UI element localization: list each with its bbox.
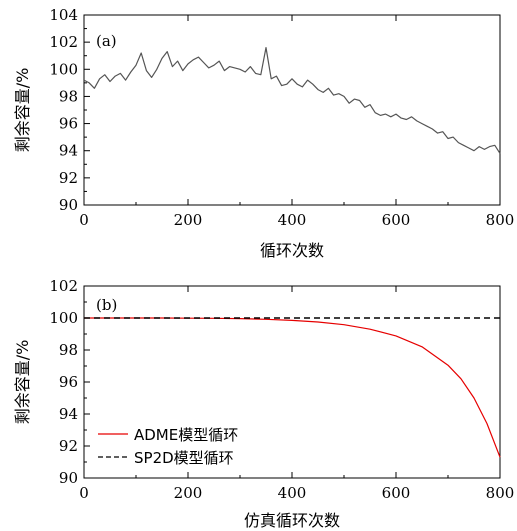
chart-panel-b: 0 200 400 600 800 90 92 94 96 98 100 102 (b) 仿真循环次数… [13, 277, 514, 530]
y-axis-label: 剩余容量/% [13, 68, 32, 153]
y-tick-label: 90 [59, 469, 78, 487]
y-tick-label: 94 [59, 405, 78, 423]
series-line-1 [84, 317, 501, 458]
plot-frame [83, 14, 501, 206]
x-tick-label: 600 [382, 484, 411, 502]
y-tick-label: 90 [59, 196, 78, 214]
panel-label: (b) [96, 296, 117, 314]
series-group [84, 317, 501, 458]
y-tick-label: 94 [59, 142, 78, 160]
x-tick-label: 0 [79, 211, 89, 229]
axis-ticks: 0 200 400 600 800 90 92 94 96 98 100 102 [49, 277, 514, 502]
legend-label-sp2d: SP2D模型循环 [134, 449, 234, 467]
x-axis-label: 循环次数 [260, 241, 324, 260]
x-tick-label: 800 [486, 484, 515, 502]
x-tick-label: 200 [174, 211, 203, 229]
y-tick-label: 102 [49, 33, 78, 51]
x-tick-label: 400 [278, 211, 307, 229]
legend-label-adme: ADME模型循环 [134, 426, 238, 444]
chart-panel-a: 0 200 400 600 800 90 92 94 96 98 100 102 104 (a) 循环次… [13, 6, 514, 260]
y-tick-label: 98 [59, 87, 78, 105]
series-line-1 [83, 46, 501, 154]
y-tick-label: 100 [49, 309, 78, 327]
panel-label: (a) [96, 32, 117, 50]
y-tick-label: 96 [59, 373, 78, 391]
y-tick-label: 104 [49, 6, 78, 24]
series-group [83, 46, 501, 154]
x-tick-label: 200 [174, 484, 203, 502]
y-tick-label: 92 [59, 437, 78, 455]
legend: ADME模型循环 SP2D模型循环 [98, 426, 238, 467]
x-axis-label: 仿真循环次数 [244, 511, 340, 530]
x-tick-label: 800 [486, 211, 515, 229]
x-tick-label: 400 [278, 484, 307, 502]
y-tick-label: 102 [49, 277, 78, 295]
y-tick-label: 98 [59, 341, 78, 359]
y-tick-label: 100 [49, 60, 78, 78]
y-tick-label: 96 [59, 115, 78, 133]
x-tick-label: 0 [79, 484, 89, 502]
y-tick-label: 92 [59, 169, 78, 187]
axis-ticks: 0 200 400 600 800 90 92 94 96 98 100 102 104 [49, 6, 514, 229]
x-tick-label: 600 [382, 211, 411, 229]
y-axis-label: 剩余容量/% [13, 340, 32, 425]
